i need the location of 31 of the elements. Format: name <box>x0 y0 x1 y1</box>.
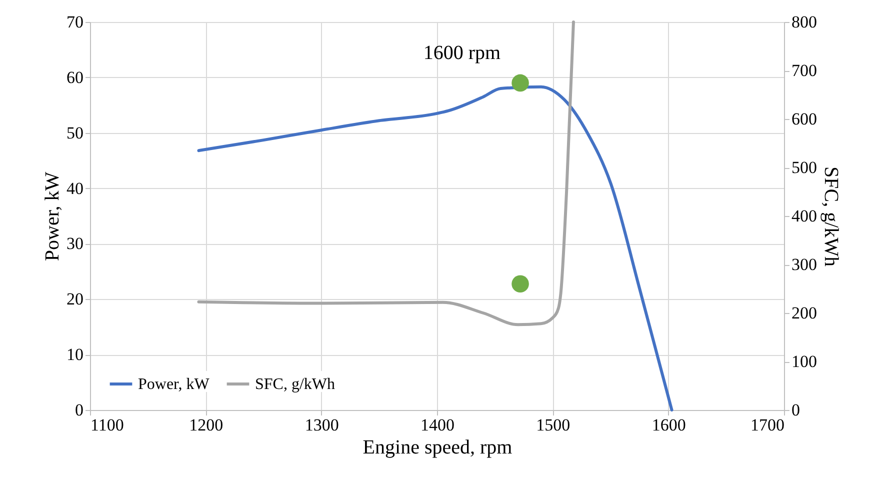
x-tick-label: 1700 <box>750 416 784 434</box>
x-tick-label: 1100 <box>90 416 124 434</box>
y2-tick-label: 600 <box>792 110 817 128</box>
y-tick-label: 0 <box>75 400 84 420</box>
y2-tick-label: 700 <box>792 61 817 80</box>
x-tick-label: 1400 <box>420 416 454 434</box>
x-tick-label: 1300 <box>304 416 339 434</box>
x-tick-label: 1500 <box>536 416 570 434</box>
x-tick-label: 1600 <box>652 416 686 434</box>
x-tick-label: 1200 <box>189 416 224 434</box>
annotation: 1600 rpm <box>423 42 502 64</box>
y2-tick-label: 300 <box>792 255 817 274</box>
y2-tick-label: 200 <box>792 304 817 322</box>
y-tick-label: 70 <box>66 12 84 32</box>
y2-tick-label: 0 <box>792 400 800 420</box>
x-axis-title: Engine speed, rpm <box>362 436 513 458</box>
y2-tick-label: 100 <box>792 352 817 371</box>
y-axis-title: Power, kW <box>42 172 64 262</box>
legend-label: Power, kW <box>138 376 210 393</box>
legend-label: SFC, g/kWh <box>255 376 336 393</box>
y2-tick-label: 500 <box>792 158 817 177</box>
y-tick-label: 20 <box>66 290 84 309</box>
y2-tick-label: 800 <box>792 12 817 32</box>
y-tick-label: 40 <box>66 178 84 198</box>
y-tick-label: 60 <box>66 68 84 87</box>
y2-axis-title: SFC, g/kWh <box>820 166 842 267</box>
line-series <box>197 20 575 326</box>
y-tick-label: 30 <box>66 234 84 254</box>
y2-tick-label: 400 <box>792 206 817 226</box>
y-tick-label: 50 <box>66 123 84 142</box>
y-tick-label: 10 <box>66 345 84 364</box>
